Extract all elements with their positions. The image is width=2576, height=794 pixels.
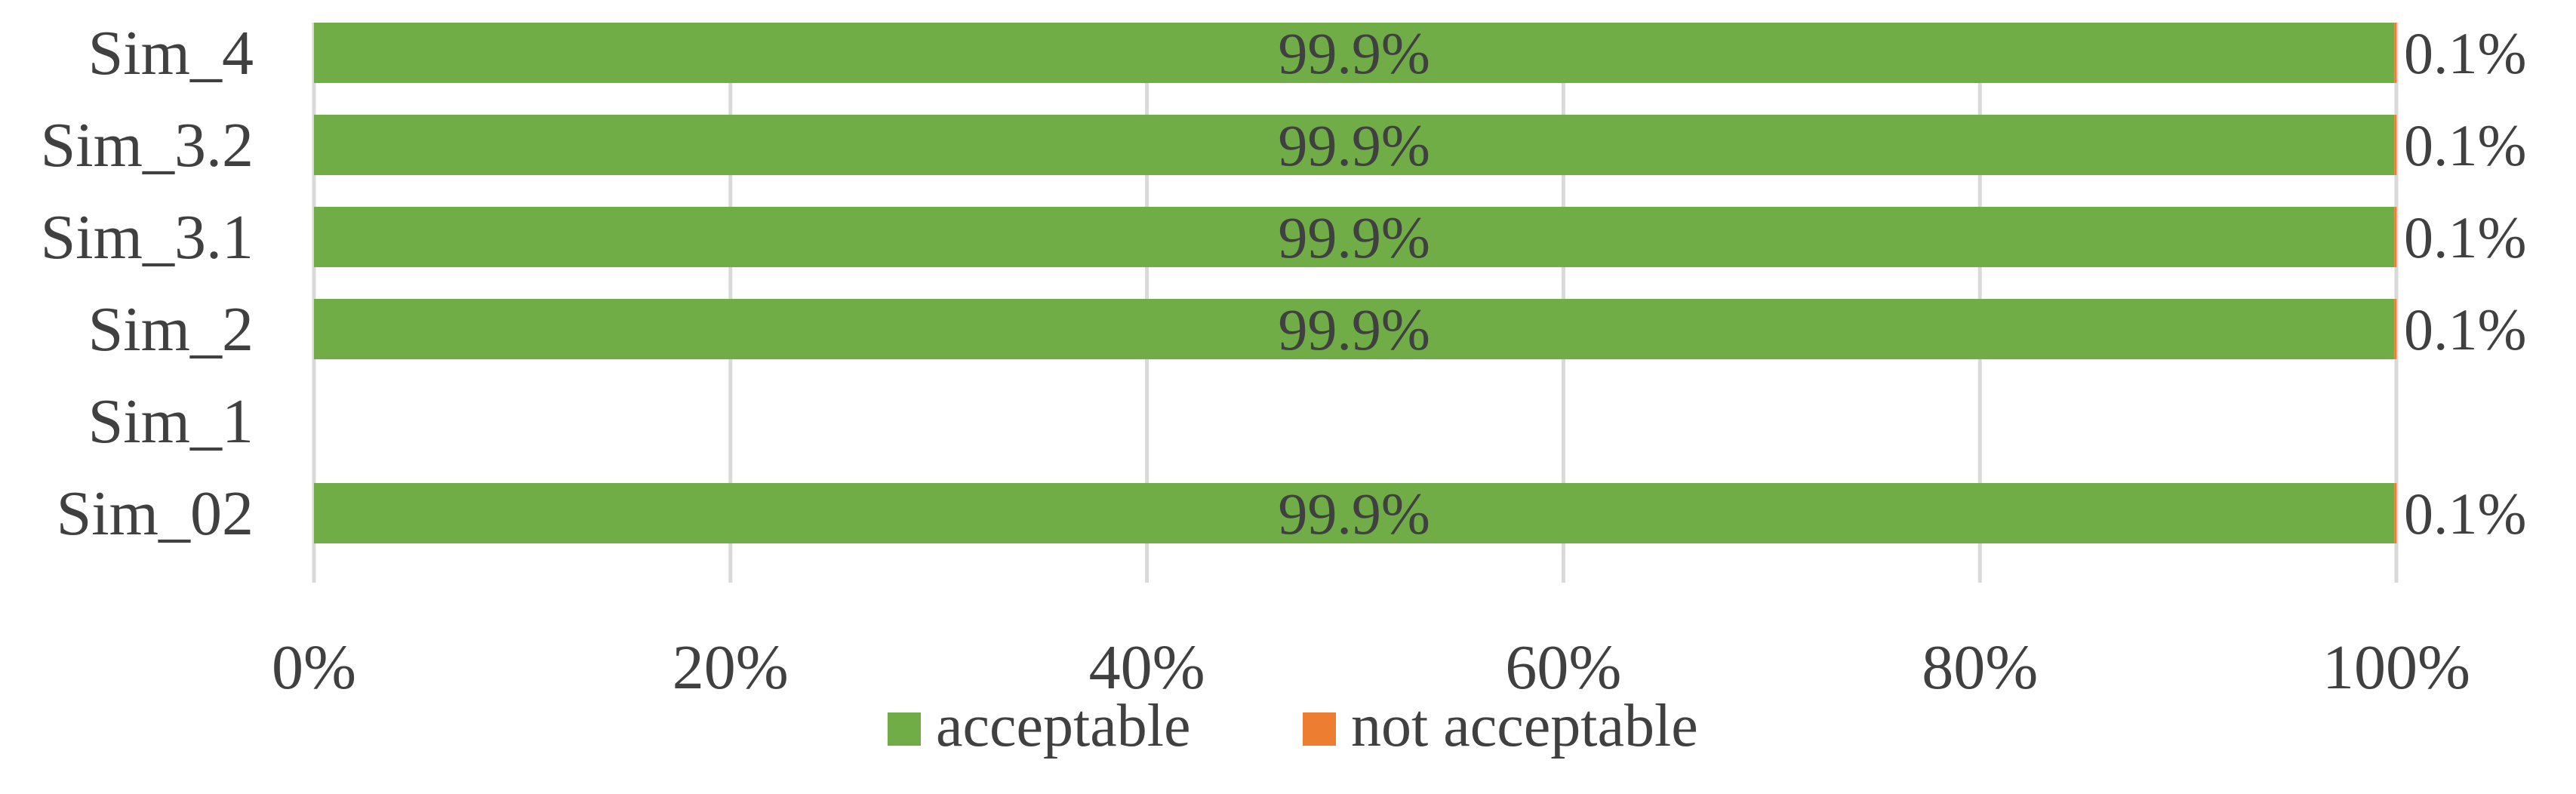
legend-label: acceptable [936, 693, 1191, 759]
x-tick-label: 100% [2322, 632, 2470, 703]
data-label: 0.1% [2404, 481, 2526, 546]
data-label: 99.9% [1278, 112, 1430, 178]
legend-swatch-acceptable [888, 712, 921, 746]
x-tick-label: 60% [1505, 632, 1621, 703]
bar-segment-not-acceptable [2394, 483, 2397, 543]
data-label: 99.9% [1278, 205, 1430, 270]
data-label: 99.9% [1278, 20, 1430, 86]
category-label: Sim_3.2 [41, 110, 254, 180]
bar-segment-acceptable [314, 299, 2395, 359]
category-label: Sim_3.1 [41, 202, 254, 272]
category-label: Sim_2 [88, 294, 254, 365]
bar-segment-acceptable [314, 115, 2395, 175]
data-label: 0.1% [2404, 112, 2526, 178]
x-tick-label: 40% [1089, 632, 1205, 703]
bar-segment-not-acceptable [2394, 23, 2397, 83]
legend: acceptable not acceptable [888, 693, 1698, 759]
legend-swatch-not-acceptable [1303, 712, 1336, 746]
data-label: 0.1% [2404, 297, 2526, 362]
category-label: Sim_4 [88, 18, 254, 88]
category-label: Sim_02 [57, 479, 254, 549]
bar-segment-acceptable [314, 207, 2395, 267]
x-tick-label: 0% [272, 632, 356, 703]
x-tick-label: 80% [1922, 632, 2038, 703]
legend-label: not acceptable [1351, 693, 1698, 759]
bar-segment-acceptable [314, 23, 2395, 83]
category-label: Sim_1 [88, 386, 254, 457]
bar-segment-not-acceptable [2394, 115, 2397, 175]
data-label: 0.1% [2404, 20, 2526, 86]
bar-segment-acceptable [314, 483, 2395, 543]
bar-segment-not-acceptable [2394, 299, 2397, 359]
x-tick-label: 20% [672, 632, 789, 703]
data-label: 0.1% [2404, 205, 2526, 270]
data-label: 99.9% [1278, 297, 1430, 362]
category-labels: Sim_4 Sim_3.2 Sim_3.1 Sim_2 Sim_1 Sim_02 [41, 18, 254, 549]
data-labels: 99.9% 0.1% 99.9% 0.1% 99.9% 0.1% 99.9% 0.1% 99.9… [1278, 20, 2526, 546]
data-label: 99.9% [1278, 481, 1430, 546]
bar-segment-not-acceptable [2394, 207, 2397, 267]
x-tick-labels: 0% 20% 40% 60% 80% 100% [272, 632, 2470, 703]
bars [314, 23, 2397, 543]
